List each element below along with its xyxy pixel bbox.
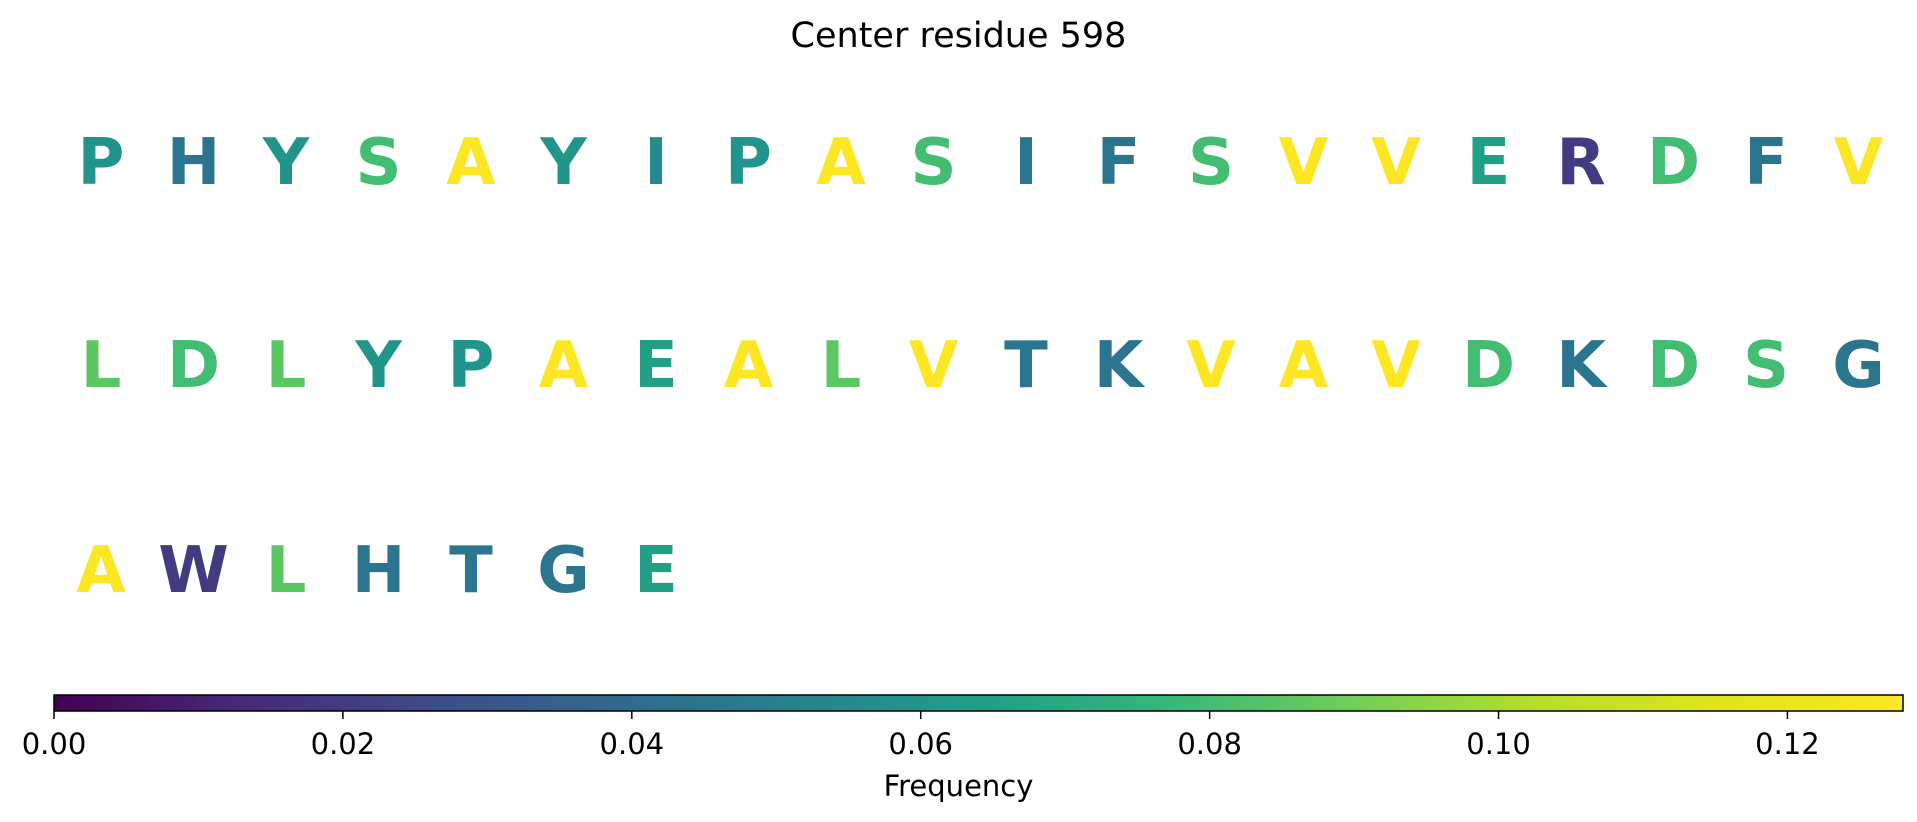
residue-letter: Y (262, 126, 310, 200)
residue-letter: E (1466, 126, 1511, 200)
residue-letter: V (1371, 329, 1421, 403)
residue-letter: D (1646, 126, 1701, 200)
residue-letter: P (77, 126, 125, 200)
residue-letter: S (1742, 329, 1790, 403)
residue-letter: S (910, 126, 957, 200)
residue-letter: S (355, 126, 402, 200)
residue-letter: W (158, 534, 229, 608)
residue-letter: D (1646, 329, 1701, 403)
residue-letter: V (908, 329, 959, 403)
colorbar-tick-label: 0.10 (1466, 727, 1531, 761)
residue-letter: V (1833, 126, 1884, 200)
colorbar-tick-label: 0.12 (1755, 727, 1820, 761)
residue-letter: T (1004, 329, 1048, 403)
residue-letter: P (725, 126, 772, 200)
residue-letter: F (1096, 126, 1141, 200)
residue-letter: Y (540, 126, 587, 200)
residue-letter: H (351, 534, 406, 608)
residue-letter: L (820, 329, 862, 403)
residue-letter: A (446, 126, 496, 200)
residue-letter: E (634, 329, 678, 403)
colorbar-label: Frequency (883, 769, 1034, 803)
colorbar-ticks (53, 711, 1789, 719)
residue-letter: F (1744, 126, 1788, 200)
colorbar-tick-label: 0.02 (310, 727, 376, 761)
residue-letter: Y (355, 329, 402, 403)
colorbar-tick-label: 0.04 (599, 727, 665, 761)
residue-letter: G (1832, 329, 1885, 403)
residue-letter: K (1093, 329, 1144, 403)
residue-letter: H (166, 126, 221, 200)
residue-letter: G (537, 534, 590, 608)
residue-letter: L (80, 329, 122, 403)
residue-letter: V (1371, 126, 1421, 200)
residue-letter: E (634, 534, 678, 608)
residue-letter: A (76, 534, 126, 608)
residue-letter: D (166, 329, 221, 403)
colorbar (53, 694, 1904, 719)
residue-letter: I (1014, 126, 1038, 200)
residue-letter: R (1556, 126, 1606, 200)
colorbar-tick-label: 0.06 (888, 727, 954, 761)
residue-letter: A (816, 126, 866, 200)
residue-letter: L (265, 534, 307, 608)
residue-letter: I (644, 126, 668, 200)
chart-title: Center residue 598 (790, 16, 1127, 56)
residue-letter: A (1278, 329, 1329, 403)
residue-letter: K (1556, 329, 1606, 403)
residue-letter: L (265, 329, 307, 403)
residue-letter: S (1187, 126, 1235, 200)
colorbar-tick-label: 0.08 (1177, 727, 1242, 761)
colorbar-gradient (53, 694, 1904, 712)
colorbar-tick-label: 0.00 (21, 727, 87, 761)
residue-letter: T (449, 534, 493, 608)
residue-letter: V (1186, 329, 1236, 403)
residue-letter: A (538, 329, 589, 403)
residue-letter: A (723, 329, 774, 403)
residue-letter: V (1278, 126, 1329, 200)
residue-letter: P (447, 329, 495, 403)
residue-letter: D (1461, 329, 1516, 403)
